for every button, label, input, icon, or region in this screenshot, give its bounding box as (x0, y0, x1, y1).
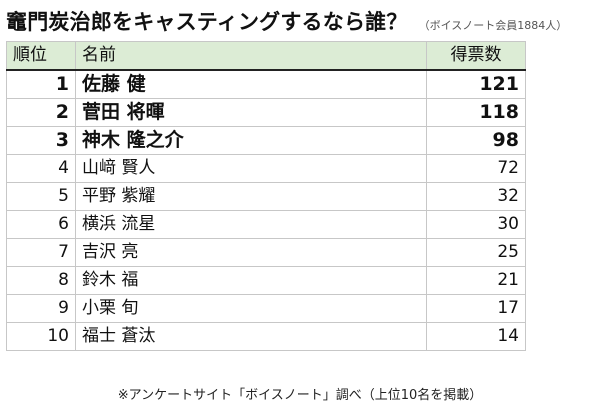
votes-cell: 121 (426, 69, 526, 99)
table-row: 3 神木 隆之介 98 (6, 126, 526, 155)
votes-cell: 118 (426, 98, 526, 127)
rank-cell: 4 (6, 154, 76, 183)
table-row: 5 平野 紫耀 32 (6, 182, 526, 211)
votes-cell: 25 (426, 238, 526, 267)
name-cell: 福士 蒼汰 (75, 322, 427, 351)
name-cell: 鈴木 福 (75, 266, 427, 295)
rank-cell: 6 (6, 210, 76, 239)
name-cell: 山﨑 賢人 (75, 154, 427, 183)
source-footnote: ※アンケートサイト「ボイスノート」調べ（上位10名を掲載） (117, 388, 483, 403)
rank-cell: 5 (6, 182, 76, 211)
ranking-table: 順位 名前 得票数 1 佐藤 健 121 2 菅田 将暉 118 3 神木 隆之… (6, 41, 526, 351)
name-cell: 佐藤 健 (75, 69, 427, 99)
name-cell: 菅田 将暉 (75, 98, 427, 127)
table-row: 9 小栗 旬 17 (6, 294, 526, 323)
votes-cell: 30 (426, 210, 526, 239)
table-row: 8 鈴木 福 21 (6, 266, 526, 295)
votes-cell: 98 (426, 126, 526, 155)
votes-cell: 72 (426, 154, 526, 183)
header-rank: 順位 (6, 41, 76, 71)
votes-cell: 14 (426, 322, 526, 351)
rank-cell: 7 (6, 238, 76, 267)
table-row: 4 山﨑 賢人 72 (6, 154, 526, 183)
rank-cell: 2 (6, 98, 76, 127)
header-name: 名前 (75, 41, 427, 71)
votes-cell: 17 (426, 294, 526, 323)
table-row: 2 菅田 将暉 118 (6, 98, 526, 127)
rank-cell: 10 (6, 322, 76, 351)
name-cell: 吉沢 亮 (75, 238, 427, 267)
rank-cell: 1 (6, 69, 76, 99)
name-cell: 小栗 旬 (75, 294, 427, 323)
title-row: 竈門炭治郎をキャスティングするなら誰？ （ボイスノート会員1884人） (6, 6, 567, 36)
table-row: 7 吉沢 亮 25 (6, 238, 526, 267)
page-title: 竈門炭治郎をキャスティングするなら誰？ (6, 10, 408, 34)
header-votes: 得票数 (426, 41, 526, 71)
rank-cell: 3 (6, 126, 76, 155)
name-cell: 平野 紫耀 (75, 182, 427, 211)
rank-cell: 9 (6, 294, 76, 323)
name-cell: 横浜 流星 (75, 210, 427, 239)
votes-cell: 21 (426, 266, 526, 295)
table-row: 1 佐藤 健 121 (6, 69, 526, 99)
table-row: 10 福士 蒼汰 14 (6, 322, 526, 351)
table-header-row: 順位 名前 得票数 (6, 41, 526, 71)
table-row: 6 横浜 流星 30 (6, 210, 526, 239)
rank-cell: 8 (6, 266, 76, 295)
votes-cell: 32 (426, 182, 526, 211)
name-cell: 神木 隆之介 (75, 126, 427, 155)
respondents-note: （ボイスノート会員1884人） (418, 19, 568, 32)
